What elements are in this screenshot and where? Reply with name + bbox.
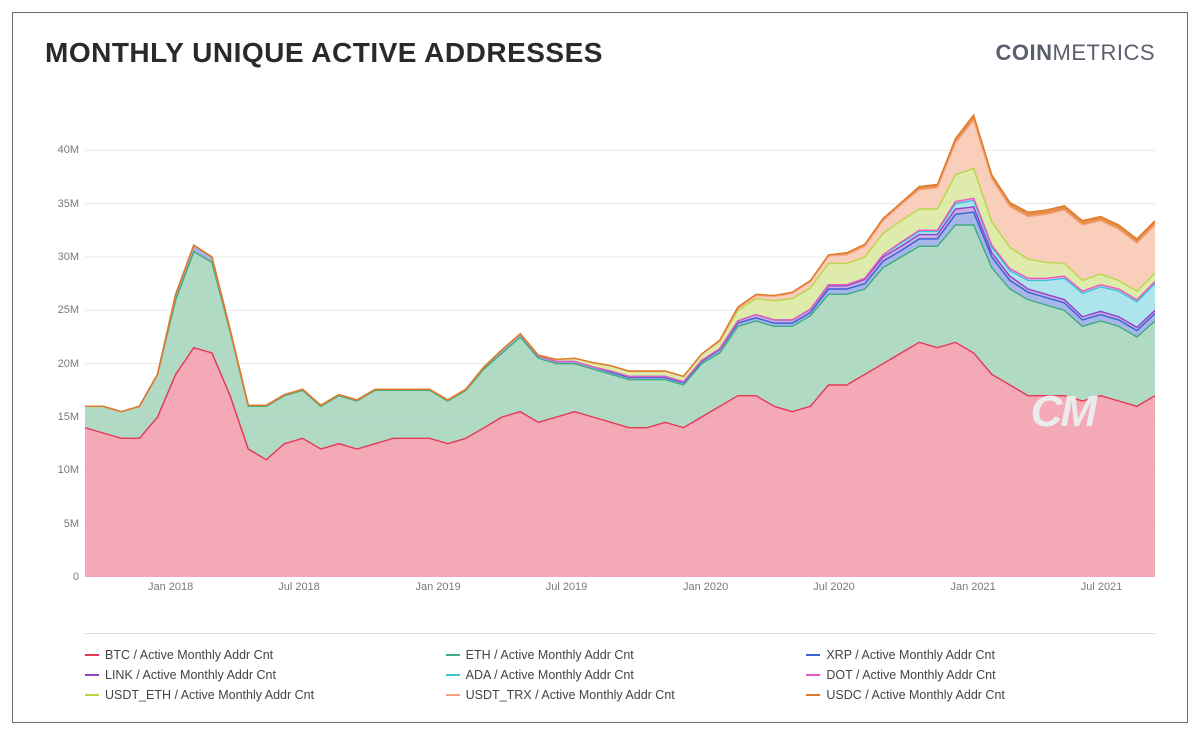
- brand-logo: COINMETRICS: [996, 40, 1156, 66]
- y-tick-label: 0: [73, 571, 79, 583]
- legend-item-usdc: USDC / Active Monthly Addr Cnt: [806, 688, 1155, 702]
- legend-item-dot: DOT / Active Monthly Addr Cnt: [806, 668, 1155, 682]
- legend-swatch: [85, 694, 99, 696]
- x-tick-label: Jan 2021: [950, 581, 995, 593]
- chart-area: 05M10M15M20M25M30M35M40M CM: [85, 97, 1155, 577]
- legend-label: ADA / Active Monthly Addr Cnt: [466, 668, 634, 682]
- x-tick-label: Jan 2020: [683, 581, 728, 593]
- legend-label: BTC / Active Monthly Addr Cnt: [105, 648, 273, 662]
- legend-swatch: [85, 674, 99, 676]
- legend-item-ada: ADA / Active Monthly Addr Cnt: [446, 668, 795, 682]
- x-tick-label: Jul 2020: [813, 581, 855, 593]
- legend-swatch: [446, 674, 460, 676]
- brand-bold: COIN: [996, 40, 1053, 65]
- brand-light: METRICS: [1053, 40, 1156, 65]
- x-tick-label: Jan 2019: [415, 581, 460, 593]
- y-tick-label: 20M: [58, 358, 79, 370]
- legend-item-link: LINK / Active Monthly Addr Cnt: [85, 668, 434, 682]
- legend-item-eth: ETH / Active Monthly Addr Cnt: [446, 648, 795, 662]
- chart-frame: MONTHLY UNIQUE ACTIVE ADDRESSES COINMETR…: [12, 12, 1188, 723]
- plot-area: [85, 97, 1155, 577]
- legend-item-btc: BTC / Active Monthly Addr Cnt: [85, 648, 434, 662]
- legend-swatch: [446, 694, 460, 696]
- x-tick-label: Jul 2021: [1081, 581, 1123, 593]
- legend-label: USDT_TRX / Active Monthly Addr Cnt: [466, 688, 675, 702]
- header: MONTHLY UNIQUE ACTIVE ADDRESSES COINMETR…: [45, 37, 1155, 69]
- x-tick-label: Jul 2019: [546, 581, 588, 593]
- legend-item-usdt_trx: USDT_TRX / Active Monthly Addr Cnt: [446, 688, 795, 702]
- legend-item-usdt_eth: USDT_ETH / Active Monthly Addr Cnt: [85, 688, 434, 702]
- y-tick-label: 30M: [58, 251, 79, 263]
- legend-swatch: [806, 654, 820, 656]
- y-tick-label: 5M: [64, 518, 79, 530]
- legend-swatch: [806, 694, 820, 696]
- legend-swatch: [446, 654, 460, 656]
- legend-label: USDC / Active Monthly Addr Cnt: [826, 688, 1005, 702]
- legend-swatch: [806, 674, 820, 676]
- x-tick-label: Jul 2018: [278, 581, 320, 593]
- legend-label: LINK / Active Monthly Addr Cnt: [105, 668, 276, 682]
- y-tick-label: 40M: [58, 144, 79, 156]
- chart-title: MONTHLY UNIQUE ACTIVE ADDRESSES: [45, 37, 603, 69]
- legend-item-xrp: XRP / Active Monthly Addr Cnt: [806, 648, 1155, 662]
- y-axis: 05M10M15M20M25M30M35M40M: [45, 97, 85, 577]
- y-tick-label: 15M: [58, 411, 79, 423]
- y-tick-label: 35M: [58, 198, 79, 210]
- x-tick-label: Jan 2018: [148, 581, 193, 593]
- stacked-area-svg: [85, 97, 1155, 577]
- y-tick-label: 25M: [58, 304, 79, 316]
- legend-label: ETH / Active Monthly Addr Cnt: [466, 648, 634, 662]
- legend: BTC / Active Monthly Addr Cnt ETH / Activ…: [85, 633, 1155, 702]
- y-tick-label: 10M: [58, 464, 79, 476]
- legend-label: DOT / Active Monthly Addr Cnt: [826, 668, 995, 682]
- legend-label: XRP / Active Monthly Addr Cnt: [826, 648, 995, 662]
- x-axis: Jan 2018 Jul 2018 Jan 2019 Jul 2019 Jan 2020…: [85, 581, 1155, 597]
- legend-swatch: [85, 654, 99, 656]
- legend-label: USDT_ETH / Active Monthly Addr Cnt: [105, 688, 314, 702]
